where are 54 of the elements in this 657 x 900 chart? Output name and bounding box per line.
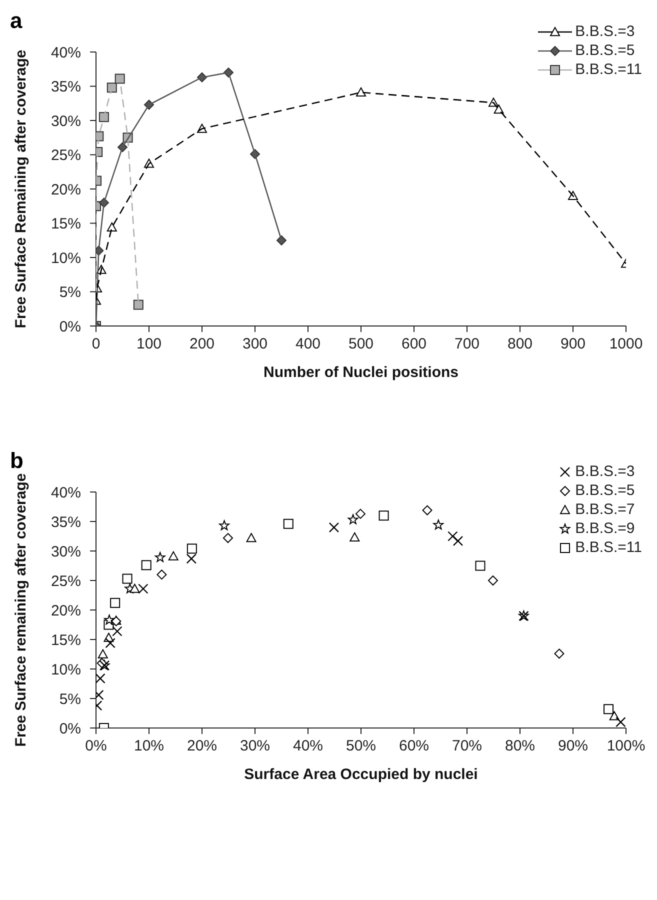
y-tick-label: 25% xyxy=(50,147,81,164)
legend-label: B.B.S.=11 xyxy=(575,538,642,557)
y-tick-label: 5% xyxy=(59,284,81,302)
y-tick-label: 15% xyxy=(50,216,81,233)
legend-label: B.B.S.=7 xyxy=(575,500,635,519)
y-tick-label: 30% xyxy=(50,112,81,130)
x-tick-label: 60% xyxy=(398,738,430,755)
x-tick-label: 50% xyxy=(346,738,376,755)
y-tick-label: 0% xyxy=(59,318,81,336)
legend-label: B.B.S.=3 xyxy=(575,462,635,481)
y-tick-label: 20% xyxy=(50,602,81,620)
x-tick-label: 80% xyxy=(504,738,536,755)
y-tick-label: 10% xyxy=(50,250,81,267)
x-tick-label: 40% xyxy=(292,738,324,755)
x-tick-label: 900 xyxy=(560,336,586,353)
y-tick-label: 30% xyxy=(50,543,81,560)
chart-title: b xyxy=(10,448,24,474)
x-tick-label: 600 xyxy=(401,336,427,353)
y-tick-label: 20% xyxy=(50,181,81,198)
legend-label: B.B.S.=11 xyxy=(575,60,642,79)
x-tick-label: 0% xyxy=(85,738,107,755)
x-tick-label: 20% xyxy=(186,738,218,755)
y-tick-label: 10% xyxy=(50,661,81,678)
x-tick-label: 10% xyxy=(134,738,164,755)
legend-label: B.B.S.=9 xyxy=(575,519,635,538)
legend-label: B.B.S.=5 xyxy=(575,41,635,60)
y-tick-label: 15% xyxy=(50,632,81,649)
x-tick-label: 100 xyxy=(136,336,162,353)
x-tick-label: 70% xyxy=(452,738,482,755)
chart-title: a xyxy=(10,8,22,34)
x-tick-label: 300 xyxy=(242,336,268,353)
y-tick-label: 5% xyxy=(59,690,81,708)
x-tick-label: 400 xyxy=(295,336,321,353)
x-tick-label: 200 xyxy=(189,336,215,353)
legend-label: B.B.S.=3 xyxy=(575,22,635,41)
x-tick-label: 90% xyxy=(558,738,588,755)
y-tick-label: 35% xyxy=(50,78,81,96)
x-tick-label: 500 xyxy=(348,336,374,353)
x-axis-title: Number of Nuclei positions xyxy=(263,364,459,381)
y-tick-label: 0% xyxy=(59,720,81,738)
x-tick-label: 1000 xyxy=(609,336,643,353)
legend-label: B.B.S.=5 xyxy=(575,481,635,500)
y-tick-label: 40% xyxy=(50,44,81,62)
y-tick-label: 25% xyxy=(50,572,81,590)
x-tick-label: 30% xyxy=(240,738,270,755)
y-tick-label: 40% xyxy=(50,484,81,502)
x-axis-title: Surface Area Occupied by nuclei xyxy=(244,766,478,783)
y-tick-label: 35% xyxy=(50,514,81,531)
y-axis-title: Free Surface remaining after coverage xyxy=(12,473,30,747)
x-tick-label: 800 xyxy=(507,336,533,353)
x-tick-label: 100% xyxy=(606,738,646,755)
x-tick-label: 0 xyxy=(92,336,100,353)
y-axis-title: Free Surface Remaining after coverage xyxy=(12,50,30,328)
x-tick-label: 700 xyxy=(454,336,480,353)
